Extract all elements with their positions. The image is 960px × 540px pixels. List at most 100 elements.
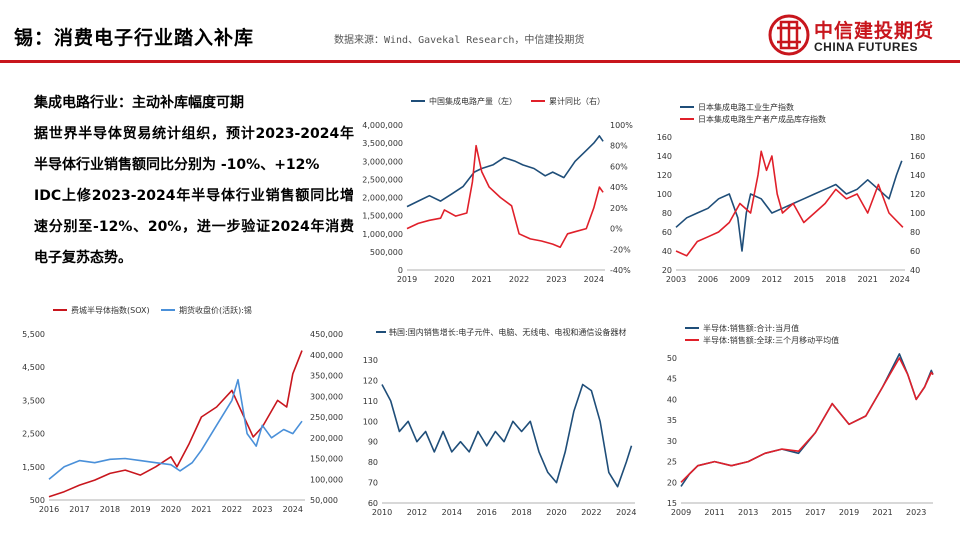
x-tick-label: 2016 [39,505,59,514]
japan-ic-production-inventory-chart: 2003 2006 2009 2012 2015 2018 2021 2024 20 40 60 80… [657,102,926,284]
series-line-0 [406,135,604,208]
y-left-tick-label: 90 [368,438,378,447]
data-source-note: 数据来源：Wind、Gavekal Research，中信建投期货 [334,35,585,46]
x-tick-label: 2022 [509,275,529,284]
y-right-tick-label: 40 [910,266,920,275]
y-right-tick-label: 100% [610,121,633,130]
commentary-paragraph-wsts: 据世界半导体贸易统计组织，预计2023-2024年半导体行业销售额同比分别为 -… [34,126,354,173]
x-tick-label: 2019 [397,275,417,284]
y-left-tick-label: 40 [667,395,677,404]
y-left-tick-label: 60 [368,499,378,508]
y-left-tick-label: 120 [363,376,378,385]
series-line-0 [48,350,303,498]
x-tick-label: 2020 [161,505,181,514]
y-right-tick-label: 150,000 [310,455,343,464]
y-right-tick-label: 100,000 [310,475,343,484]
y-right-tick-label: 120 [910,190,925,199]
y-right-tick-label: 50,000 [310,496,338,505]
legend-label: 韩国:国内销售增长:电子元件、电脑、无线电、电视和通信设备器材 [389,327,626,337]
china-ic-output-chart: 2019 2020 2021 2022 2023 2024 0 500,000 1,000,00… [362,96,633,284]
y-right-tick-label: -40% [610,266,631,275]
y-right-tick-label: 350,000 [310,372,343,381]
x-tick-label: 2021 [858,275,878,284]
y-left-tick-label: 1,500 [22,463,45,472]
y-left-tick-label: 15 [667,499,677,508]
commentary-heading: 集成电路行业：主动补库幅度可期 [34,95,244,111]
x-tick-label: 2003 [666,275,686,284]
y-right-tick-label: 180 [910,133,925,142]
y-left-tick-label: 20 [667,478,677,487]
y-right-tick-label: 400,000 [310,351,343,360]
x-tick-label: 2024 [584,275,604,284]
series-line-1 [406,144,604,248]
y-left-tick-label: 35 [667,416,677,425]
x-tick-label: 2010 [372,508,392,517]
x-tick-label: 2021 [191,505,211,514]
series-line-1 [675,150,904,257]
x-tick-label: 2012 [762,275,782,284]
y-left-tick-label: 3,500 [22,396,45,405]
x-tick-label: 2017 [805,508,825,517]
korea-electronics-sales-chart: 2010 2012 2014 2016 2018 2020 2022 2024 60 70 80 90… [363,327,637,517]
legend-label: 半导体:销售额:全球:三个月移动平均值 [703,335,839,345]
company-logo: 中信建投期货 CHINA FUTURES [768,14,948,58]
x-tick-label: 2018 [100,505,120,514]
y-right-tick-label: 250,000 [310,413,343,422]
x-tick-label: 2013 [738,508,758,517]
x-tick-label: 2021 [472,275,492,284]
x-tick-label: 2011 [704,508,724,517]
y-right-tick-label: 160 [910,152,925,161]
y-right-tick-label: -20% [610,245,631,254]
x-tick-label: 2017 [69,505,89,514]
global-semiconductor-sales-chart: 2009 2011 2013 2015 2017 2019 2021 2023 15 20 25 30… [667,323,934,517]
x-tick-label: 2022 [222,505,242,514]
x-tick-label: 2023 [252,505,272,514]
y-left-tick-label: 4,500 [22,363,45,372]
x-tick-label: 2006 [698,275,718,284]
x-tick-label: 2018 [826,275,846,284]
legend-label: 累计同比（右） [549,96,605,106]
y-left-tick-label: 60 [662,228,672,237]
y-right-tick-label: 100 [910,209,925,218]
x-tick-label: 2012 [407,508,427,517]
x-tick-label: 2015 [772,508,792,517]
y-right-tick-label: 20% [610,204,628,213]
y-right-tick-label: 80% [610,142,628,151]
y-left-tick-label: 30 [667,437,677,446]
series-line-1 [48,378,303,480]
series-line-1 [680,357,934,483]
y-left-tick-label: 3,000,000 [362,157,403,166]
legend-label: 中国集成电路产量（左） [429,96,517,106]
legend-label: 半导体:销售额:合计:当月值 [703,323,799,333]
x-tick-label: 2024 [283,505,303,514]
y-left-tick-label: 110 [363,397,378,406]
y-left-tick-label: 0 [398,266,403,275]
series-line-0 [675,160,903,252]
y-left-tick-label: 2,000,000 [362,194,403,203]
x-tick-label: 2016 [477,508,497,517]
y-right-tick-label: 60% [610,162,628,171]
y-left-tick-label: 130 [363,356,378,365]
y-left-tick-label: 140 [657,152,672,161]
legend-label: 日本集成电路生产者产成品库存指数 [698,114,826,124]
y-right-tick-label: 0% [610,225,623,234]
y-left-tick-label: 25 [667,458,677,467]
legend-label: 费城半导体指数(SOX) [71,305,150,315]
y-left-tick-label: 2,500 [22,430,45,439]
x-tick-label: 2022 [581,508,601,517]
y-left-tick-label: 4,000,000 [362,121,403,130]
y-left-tick-label: 2,500,000 [362,175,403,184]
commentary-paragraph-idc: IDC上修2023-2024年半导体行业销售额同比增速分别至-12%、20%，进… [34,188,354,266]
page-title: 锡：消费电子行业踏入补库 [14,27,255,49]
series-line-0 [381,383,633,488]
y-left-tick-label: 20 [662,266,672,275]
y-right-tick-label: 300,000 [310,392,343,401]
commentary-text: 集成电路行业：主动补库幅度可期 据世界半导体贸易统计组织，预计2023-2024… [34,88,354,274]
y-right-tick-label: 40% [610,183,628,192]
logo-chinese-name: 中信建投期货 [814,20,935,42]
series-line-0 [680,353,934,487]
y-right-tick-label: 60 [910,247,920,256]
x-tick-label: 2020 [546,508,566,517]
y-right-tick-label: 140 [910,171,925,180]
x-tick-label: 2024 [889,275,909,284]
